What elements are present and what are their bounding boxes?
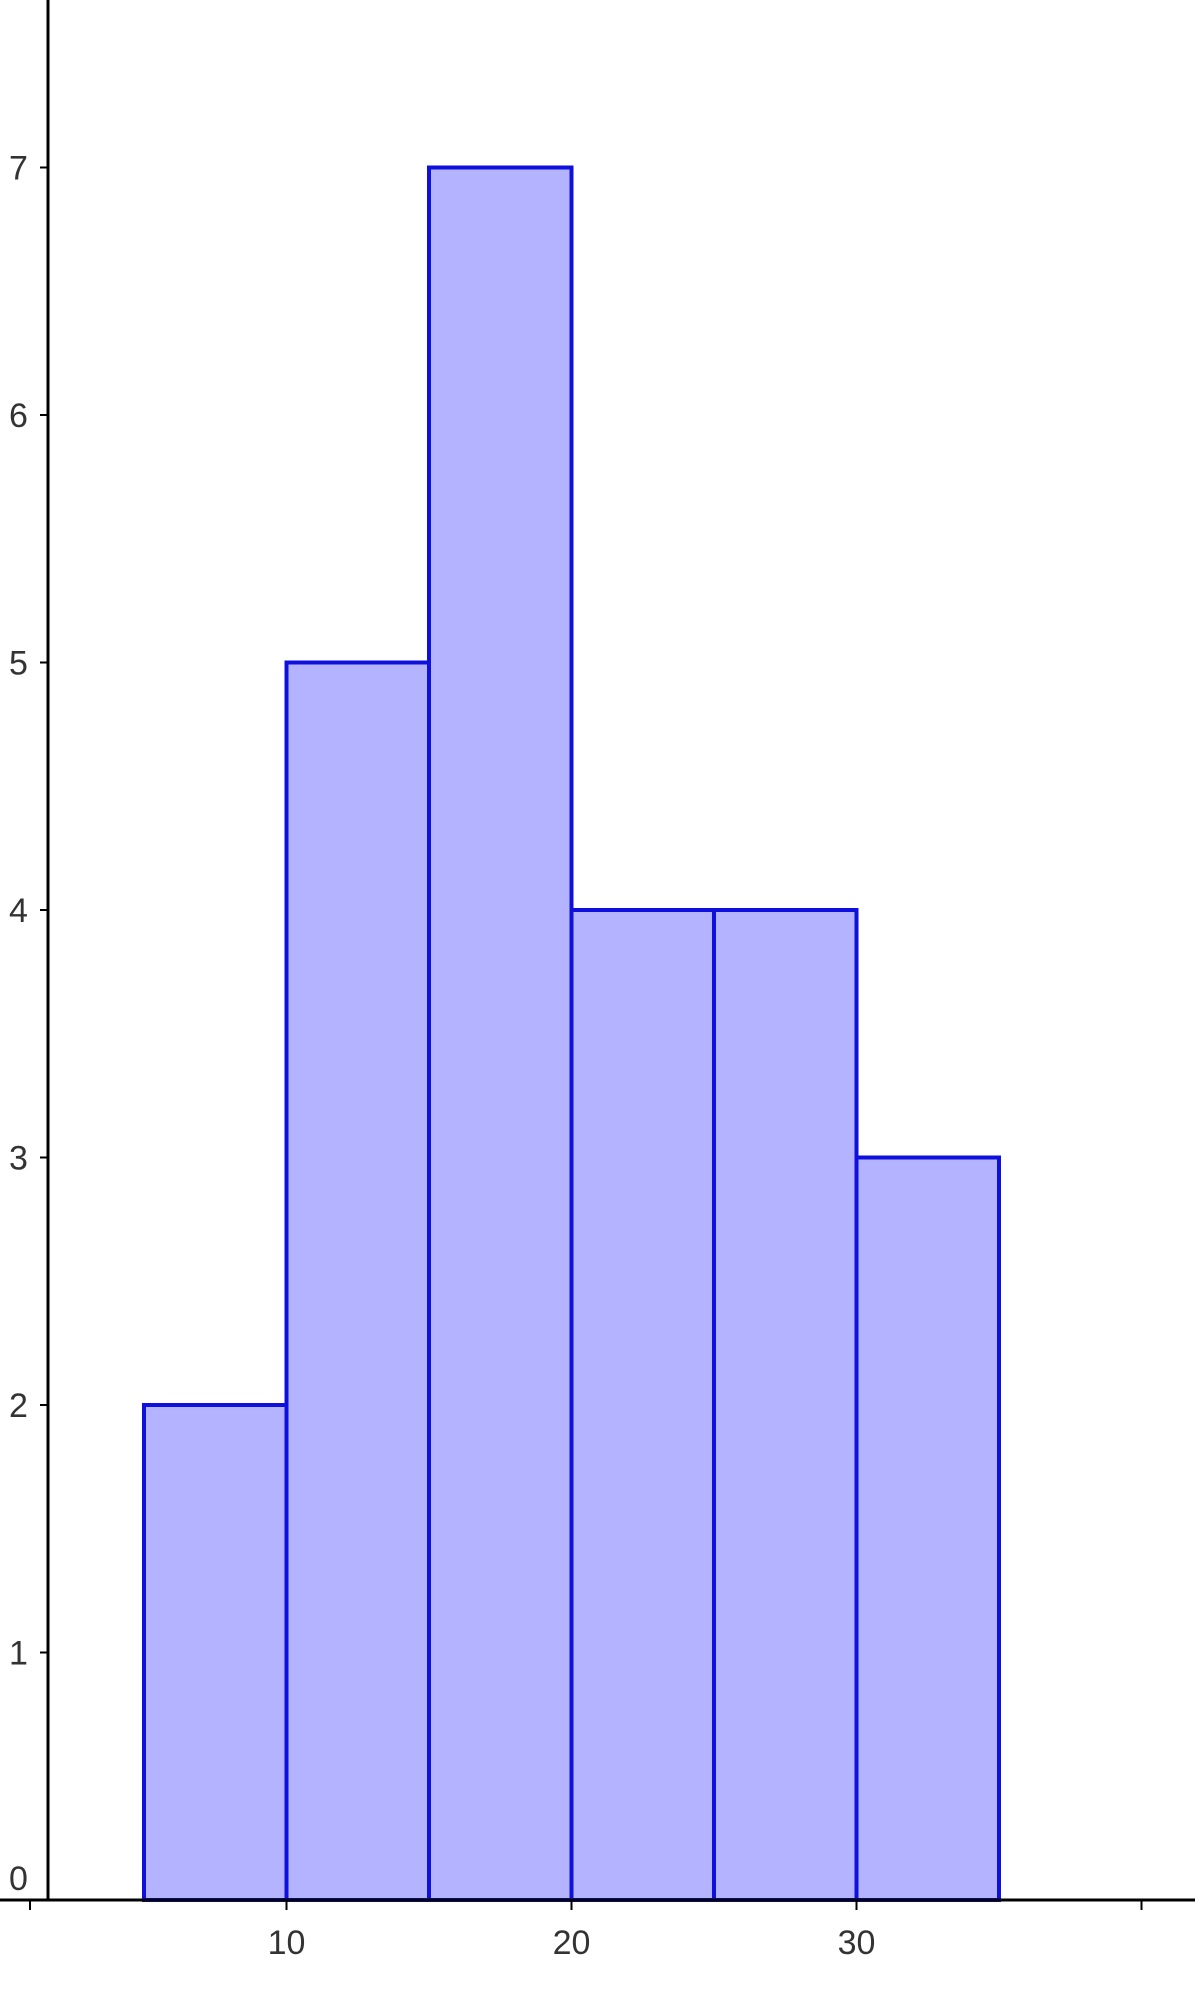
histogram-bar-6	[854, 1155, 1001, 1902]
histogram-bar-5	[712, 908, 859, 1902]
bars-group	[142, 165, 1001, 1902]
y-ticks-group: 0 1 2 3 4 5 6 7	[9, 150, 48, 1898]
axes-group	[0, 0, 1195, 1902]
x-tick-label-20: 20	[553, 1924, 591, 1962]
y-tick-label-5: 5	[9, 645, 28, 683]
y-tick-label-1: 1	[9, 1635, 28, 1673]
y-tick-label-0: 0	[9, 1860, 28, 1898]
x-tick-label-30: 30	[838, 1924, 876, 1962]
y-tick-label-2: 2	[9, 1387, 28, 1425]
histogram-bar-1	[142, 1403, 289, 1902]
y-tick-label-6: 6	[9, 397, 28, 435]
histogram-bar-3	[427, 165, 574, 1902]
x-tick-label-10: 10	[268, 1924, 306, 1962]
x-ticks-group: 10 20 30	[29, 1900, 1143, 1962]
y-tick-label-4: 4	[9, 892, 28, 930]
y-tick-label-3: 3	[9, 1140, 28, 1178]
histogram-bar-4	[569, 908, 716, 1902]
y-tick-label-7: 7	[9, 150, 28, 188]
histogram-bar-2	[284, 660, 431, 1902]
